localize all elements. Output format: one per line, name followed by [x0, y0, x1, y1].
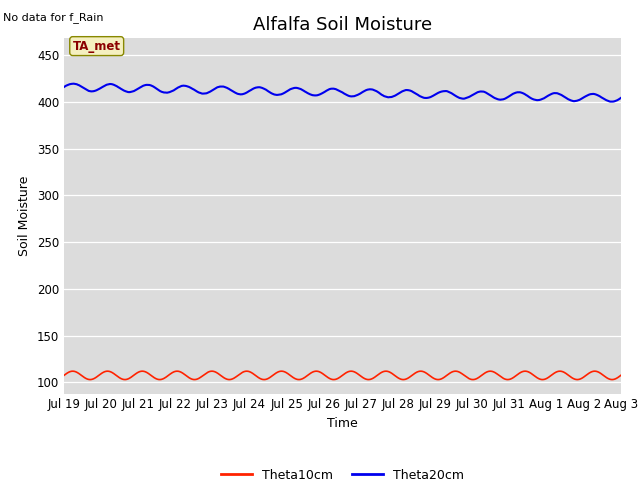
Y-axis label: Soil Moisture: Soil Moisture [19, 176, 31, 256]
X-axis label: Time: Time [327, 417, 358, 430]
Text: No data for f_Rain: No data for f_Rain [3, 12, 104, 23]
Title: Alfalfa Soil Moisture: Alfalfa Soil Moisture [253, 16, 432, 34]
Legend: Theta10cm, Theta20cm: Theta10cm, Theta20cm [216, 464, 469, 480]
Text: TA_met: TA_met [73, 40, 121, 53]
